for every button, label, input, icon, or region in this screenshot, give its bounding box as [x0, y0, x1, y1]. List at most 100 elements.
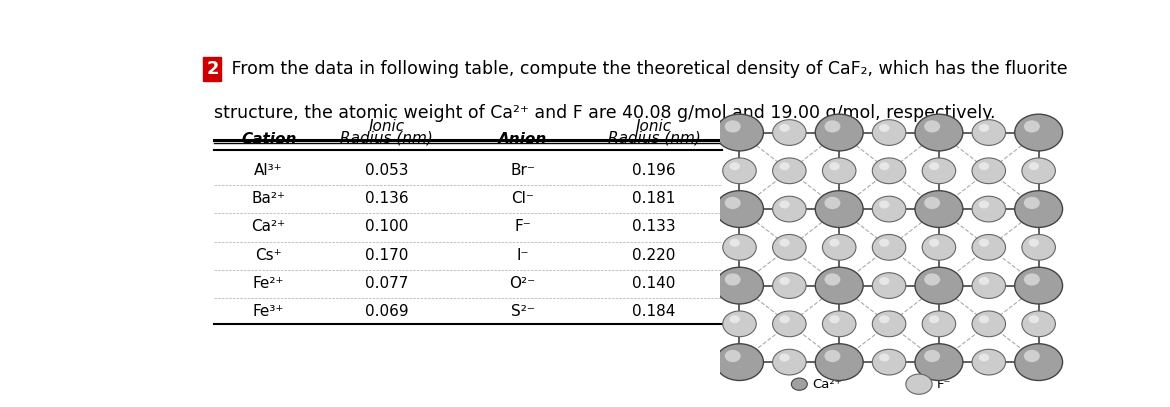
Circle shape	[815, 344, 863, 381]
Circle shape	[929, 162, 940, 170]
Circle shape	[779, 124, 790, 132]
Text: Cation: Cation	[241, 132, 296, 147]
Text: structure, the atomic weight of Ca²⁺ and F are 40.08 g/mol and 19.00 g/mol, resp: structure, the atomic weight of Ca²⁺ and…	[214, 104, 996, 122]
Circle shape	[1014, 344, 1062, 381]
Circle shape	[929, 315, 940, 323]
Circle shape	[924, 120, 941, 133]
Circle shape	[979, 277, 989, 285]
Circle shape	[815, 114, 863, 151]
Circle shape	[723, 311, 756, 337]
Circle shape	[772, 120, 806, 145]
Circle shape	[779, 315, 790, 323]
Circle shape	[879, 354, 889, 361]
Circle shape	[791, 378, 807, 390]
Text: Ionic: Ionic	[636, 119, 672, 134]
Text: S²⁻: S²⁻	[510, 304, 535, 319]
Circle shape	[915, 267, 963, 304]
Circle shape	[924, 350, 941, 362]
Circle shape	[1024, 120, 1040, 133]
Circle shape	[979, 201, 989, 208]
Circle shape	[1014, 114, 1062, 151]
Text: 0.170: 0.170	[365, 247, 408, 263]
Circle shape	[906, 374, 932, 394]
Circle shape	[1021, 234, 1055, 260]
Text: F⁻: F⁻	[937, 378, 951, 391]
Text: Ca²⁺: Ca²⁺	[812, 378, 841, 391]
Text: 0.133: 0.133	[632, 219, 676, 234]
Circle shape	[772, 311, 806, 337]
Circle shape	[1021, 311, 1055, 337]
Circle shape	[879, 277, 889, 285]
Text: Ba²⁺: Ba²⁺	[252, 191, 285, 206]
Circle shape	[772, 273, 806, 298]
Circle shape	[823, 311, 856, 337]
Circle shape	[724, 120, 741, 133]
Circle shape	[873, 196, 906, 222]
Circle shape	[825, 274, 840, 286]
Circle shape	[972, 158, 1005, 184]
Circle shape	[779, 162, 790, 170]
Circle shape	[1028, 315, 1039, 323]
Circle shape	[724, 350, 741, 362]
Text: I⁻: I⁻	[516, 247, 529, 263]
Circle shape	[873, 158, 906, 184]
Circle shape	[724, 197, 741, 209]
Circle shape	[815, 267, 863, 304]
Text: Al³⁺: Al³⁺	[254, 163, 283, 178]
Circle shape	[825, 120, 840, 133]
Circle shape	[772, 234, 806, 260]
Circle shape	[823, 158, 856, 184]
Circle shape	[972, 273, 1005, 298]
Text: Radius (nm): Radius (nm)	[607, 131, 701, 146]
Circle shape	[724, 274, 741, 286]
Circle shape	[716, 114, 764, 151]
Text: 0.184: 0.184	[632, 304, 676, 319]
Circle shape	[929, 239, 940, 247]
Circle shape	[779, 201, 790, 208]
Circle shape	[772, 349, 806, 375]
Text: Cs⁺: Cs⁺	[255, 247, 282, 263]
Text: 0.077: 0.077	[365, 276, 408, 291]
Circle shape	[979, 162, 989, 170]
Circle shape	[922, 234, 956, 260]
Circle shape	[823, 234, 856, 260]
Circle shape	[779, 354, 790, 361]
Circle shape	[830, 239, 840, 247]
Text: Anion: Anion	[498, 132, 548, 147]
Circle shape	[979, 239, 989, 247]
Text: Br⁻: Br⁻	[510, 163, 535, 178]
Text: 0.196: 0.196	[632, 163, 676, 178]
Circle shape	[825, 197, 840, 209]
Text: Radius (nm): Radius (nm)	[340, 131, 433, 146]
Circle shape	[879, 124, 889, 132]
Circle shape	[972, 311, 1005, 337]
Circle shape	[772, 196, 806, 222]
Circle shape	[716, 267, 764, 304]
Circle shape	[723, 158, 756, 184]
Circle shape	[830, 162, 840, 170]
Circle shape	[772, 158, 806, 184]
Circle shape	[879, 201, 889, 208]
Circle shape	[922, 311, 956, 337]
Circle shape	[924, 197, 941, 209]
Text: From the data in following table, compute the theoretical density of CaF₂, which: From the data in following table, comput…	[226, 60, 1068, 78]
Text: 0.136: 0.136	[365, 191, 408, 206]
Text: 0.220: 0.220	[632, 247, 676, 263]
Circle shape	[723, 234, 756, 260]
Circle shape	[1024, 274, 1040, 286]
Circle shape	[730, 315, 739, 323]
Circle shape	[1014, 191, 1062, 228]
Circle shape	[915, 191, 963, 228]
Circle shape	[922, 158, 956, 184]
Text: 0.053: 0.053	[365, 163, 408, 178]
Circle shape	[825, 350, 840, 362]
Circle shape	[924, 274, 941, 286]
Circle shape	[1028, 162, 1039, 170]
Circle shape	[879, 315, 889, 323]
Text: Ca²⁺: Ca²⁺	[252, 219, 285, 234]
Text: 2: 2	[206, 60, 219, 78]
Text: 0.140: 0.140	[632, 276, 676, 291]
Circle shape	[730, 239, 739, 247]
Circle shape	[1014, 267, 1062, 304]
Text: Ionic: Ionic	[369, 119, 405, 134]
